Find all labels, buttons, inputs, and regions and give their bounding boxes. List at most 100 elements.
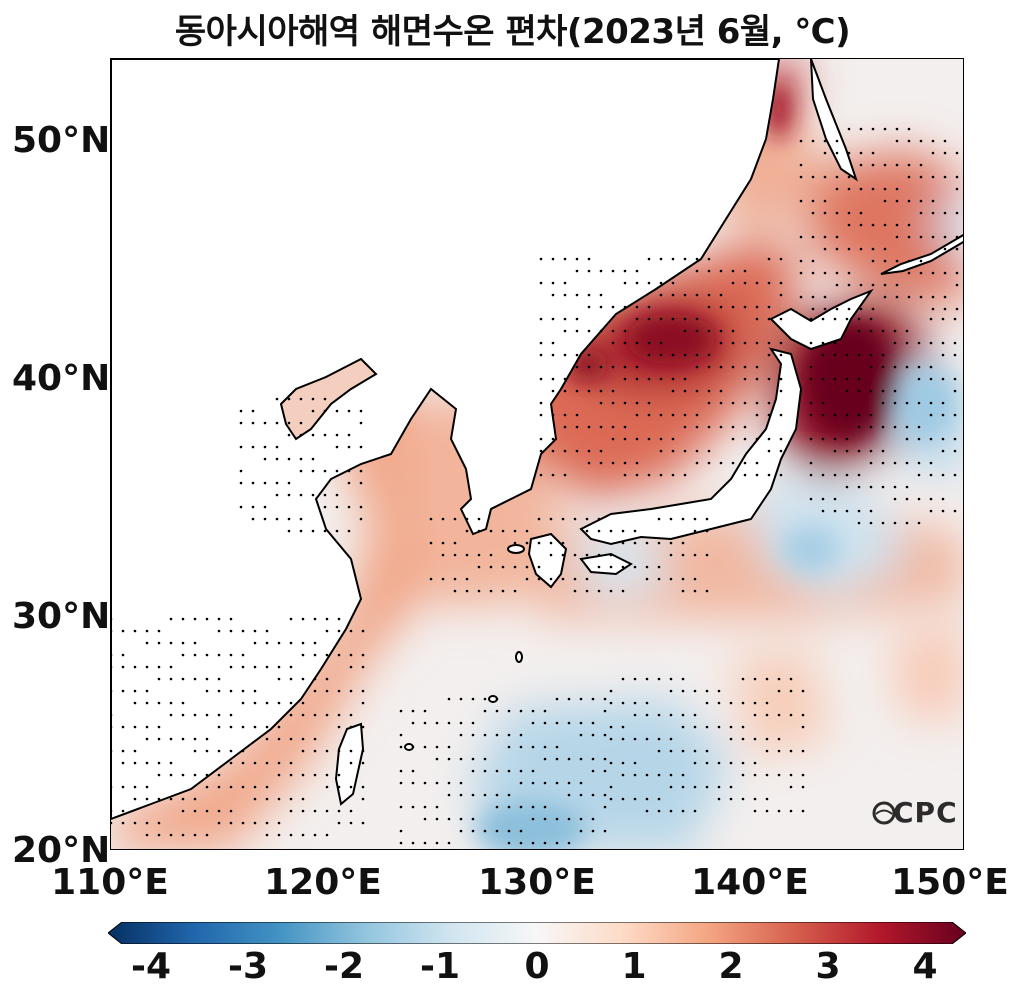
significance-dot <box>647 437 651 441</box>
significance-dot <box>801 773 805 777</box>
significance-dot <box>695 329 699 333</box>
significance-dot <box>609 553 613 557</box>
significance-dot <box>633 565 637 569</box>
significance-dot <box>325 677 329 681</box>
significance-dot <box>587 305 591 309</box>
significance-dot <box>217 785 221 789</box>
significance-dot <box>801 725 805 729</box>
significance-dot <box>489 553 493 557</box>
significance-dot <box>435 757 439 761</box>
significance-dot <box>669 737 673 741</box>
significance-dot <box>265 821 269 825</box>
significance-dot <box>507 769 511 773</box>
significance-dot <box>919 259 923 263</box>
significance-dot <box>955 235 959 239</box>
significance-dot <box>229 665 233 669</box>
significance-dot <box>857 413 861 417</box>
significance-dot <box>335 433 339 437</box>
significance-dot <box>681 677 685 681</box>
significance-dot <box>857 473 861 477</box>
significance-dot <box>157 677 161 681</box>
significance-dot <box>145 821 149 825</box>
significance-dot <box>301 737 305 741</box>
significance-dot <box>823 295 827 299</box>
significance-dot <box>645 713 649 717</box>
significance-dot <box>953 437 957 441</box>
significance-dot <box>591 697 595 701</box>
colorbar-tick-m2: -2 <box>324 946 364 987</box>
significance-dot <box>671 437 675 441</box>
significance-dot <box>411 745 415 749</box>
sst-anomaly-map <box>110 58 964 850</box>
significance-dot <box>287 433 291 437</box>
significance-dot <box>229 809 233 813</box>
significance-dot <box>169 761 173 765</box>
significance-dot <box>563 281 567 285</box>
significance-dot <box>683 257 687 261</box>
significance-dot <box>181 797 185 801</box>
significance-dot <box>693 761 697 765</box>
significance-dot <box>501 529 505 533</box>
significance-dot <box>599 461 603 465</box>
significance-dot <box>955 211 959 215</box>
significance-dot <box>591 793 595 797</box>
significance-dot <box>111 725 113 729</box>
significance-dot <box>869 389 873 393</box>
significance-dot <box>645 737 649 741</box>
significance-dot <box>361 821 365 825</box>
significance-dot <box>621 761 625 765</box>
map-title: 동아시아해역 해면수온 편차(2023년 6월, ℃) <box>174 12 851 52</box>
significance-dot <box>893 329 897 333</box>
significance-dot <box>811 175 815 179</box>
significance-dot <box>349 761 353 765</box>
significance-dot <box>531 745 535 749</box>
significance-dot <box>809 401 813 405</box>
significance-dot <box>121 749 125 753</box>
colorbar-tick-0: 0 <box>524 946 550 987</box>
significance-dot <box>399 781 403 785</box>
significance-dot <box>453 577 457 581</box>
significance-dot <box>277 737 281 741</box>
significance-dot <box>555 781 559 785</box>
significance-dot <box>133 701 137 705</box>
significance-dot <box>799 235 803 239</box>
significance-dot <box>539 317 543 321</box>
significance-dot <box>251 505 255 509</box>
significance-dot <box>955 271 959 275</box>
colorbar-tick-1: 1 <box>621 946 647 987</box>
significance-dot <box>347 481 351 485</box>
significance-dot <box>645 541 649 545</box>
significance-dot <box>681 809 685 813</box>
significance-dot <box>301 677 305 681</box>
significance-dot <box>635 281 639 285</box>
significance-dot <box>707 305 711 309</box>
significance-dot <box>671 473 675 477</box>
significance-dot <box>313 833 317 837</box>
significance-dot <box>253 761 257 765</box>
significance-dot <box>705 749 709 753</box>
significance-dot <box>671 449 675 453</box>
significance-dot <box>205 833 209 837</box>
significance-dot <box>907 199 911 203</box>
significance-dot <box>275 481 279 485</box>
significance-dot <box>633 737 637 741</box>
significance-dot <box>895 283 899 287</box>
significance-dot <box>563 473 567 477</box>
significance-dot <box>671 353 675 357</box>
significance-dot <box>929 365 933 369</box>
significance-dot <box>705 517 709 521</box>
significance-dot <box>157 833 161 837</box>
significance-dot <box>671 293 675 297</box>
significance-dot <box>591 721 595 725</box>
significance-dot <box>809 377 813 381</box>
significance-dot <box>423 841 427 845</box>
significance-dot <box>811 295 815 299</box>
significance-dot <box>483 829 487 833</box>
significance-dot <box>623 365 627 369</box>
significance-dot <box>349 821 353 825</box>
significance-dot <box>609 529 613 533</box>
significance-dot <box>809 497 813 501</box>
significance-dot <box>755 401 759 405</box>
significance-dot <box>895 139 899 143</box>
significance-dot <box>707 329 711 333</box>
